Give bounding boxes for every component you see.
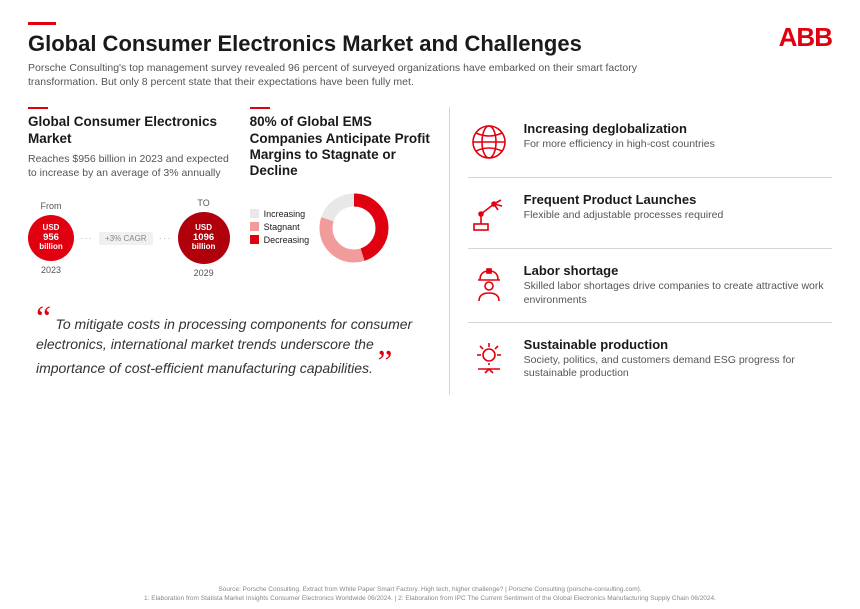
page-subtitle: Porsche Consulting's top management surv… [28, 61, 648, 89]
ems-stat: 80% of Global EMS Companies Anticipate P… [250, 107, 431, 278]
left-column: Global Consumer Electronics Market Reach… [28, 107, 431, 395]
to-unit: billion [192, 243, 216, 252]
to-label: TO [178, 198, 230, 208]
legend-stagnant-label: Stagnant [264, 222, 300, 232]
from-year: 2023 [28, 265, 74, 275]
quote-block: “ To mitigate costs in processing compon… [28, 310, 431, 379]
growth-diagram: From USD 956 billion 2023 ··· +3% CAGR ·… [28, 198, 230, 278]
stats-row: Global Consumer Electronics Market Reach… [28, 107, 431, 278]
legend-decreasing-label: Decreasing [264, 235, 310, 245]
challenge-title: Sustainable production [524, 337, 832, 352]
to-year: 2029 [178, 268, 230, 278]
sun-icon [468, 337, 510, 379]
quote-open-icon: “ [36, 300, 51, 337]
swatch-increasing [250, 209, 259, 218]
title-block: Global Consumer Electronics Market and C… [28, 22, 779, 89]
challenge-text: Labor shortage Skilled labor shortages dr… [524, 263, 832, 307]
challenge-text: Frequent Product Launches Flexible and ad… [524, 192, 832, 223]
accent-dash [28, 22, 56, 25]
page-title: Global Consumer Electronics Market and C… [28, 31, 779, 57]
growth-from: From USD 956 billion 2023 [28, 201, 74, 275]
challenge-desc: Society, politics, and customers demand … [524, 354, 832, 381]
challenge-title: Frequent Product Launches [524, 192, 832, 207]
abb-logo: ABB [779, 22, 832, 53]
challenge-globe: Increasing deglobalization For more effic… [468, 107, 832, 178]
donut-legend: Increasing Stagnant Decreasing [250, 209, 310, 248]
challenge-text: Sustainable production Society, politics,… [524, 337, 832, 381]
swatch-stagnant [250, 222, 259, 231]
dots-left: ··· [80, 233, 93, 244]
footer-line1: Source: Porsche Consulting. Extract from… [28, 586, 832, 594]
footer-line2: 1: Elaboration from Statista Market Insi… [28, 595, 832, 603]
worker-icon [468, 263, 510, 305]
robot-icon [468, 192, 510, 234]
market-stat-title: Global Consumer Electronics Market [28, 114, 230, 146]
from-circle: USD 956 billion [28, 215, 74, 261]
ems-stat-title: 80% of Global EMS Companies Anticipate P… [250, 114, 431, 179]
donut-chart [319, 193, 389, 263]
challenge-text: Increasing deglobalization For more effic… [524, 121, 832, 152]
from-label: From [28, 201, 74, 211]
accent-dash [250, 107, 270, 109]
legend-stagnant: Stagnant [250, 222, 310, 232]
growth-to: TO USD 1096 billion 2029 [178, 198, 230, 278]
footer: Source: Porsche Consulting. Extract from… [28, 586, 832, 603]
to-circle: USD 1096 billion [178, 212, 230, 264]
accent-dash [28, 107, 48, 109]
challenge-worker: Labor shortage Skilled labor shortages dr… [468, 249, 832, 322]
legend-increasing-label: Increasing [264, 209, 306, 219]
market-stat: Global Consumer Electronics Market Reach… [28, 107, 230, 278]
swatch-decreasing [250, 235, 259, 244]
dots-right: ··· [159, 233, 172, 244]
from-unit: billion [39, 243, 63, 252]
legend-increasing: Increasing [250, 209, 310, 219]
content-row: Global Consumer Electronics Market Reach… [28, 107, 832, 395]
market-stat-desc: Reaches $956 billion in 2023 and expecte… [28, 152, 230, 180]
challenge-title: Increasing deglobalization [524, 121, 832, 136]
challenge-desc: For more efficiency in high-cost countri… [524, 138, 832, 152]
quote-text: To mitigate costs in processing componen… [36, 316, 412, 376]
challenge-sun: Sustainable production Society, politics,… [468, 323, 832, 395]
donut-area: Increasing Stagnant Decreasing [250, 193, 431, 263]
right-column: Increasing deglobalization For more effic… [449, 107, 832, 395]
legend-decreasing: Decreasing [250, 235, 310, 245]
challenge-robot: Frequent Product Launches Flexible and ad… [468, 178, 832, 249]
quote-close-icon: ” [377, 344, 392, 381]
cagr-badge: +3% CAGR [99, 232, 153, 245]
challenge-desc: Skilled labor shortages drive companies … [524, 280, 832, 307]
challenge-desc: Flexible and adjustable processes requir… [524, 209, 832, 223]
header: Global Consumer Electronics Market and C… [28, 22, 832, 89]
challenge-title: Labor shortage [524, 263, 832, 278]
globe-icon [468, 121, 510, 163]
